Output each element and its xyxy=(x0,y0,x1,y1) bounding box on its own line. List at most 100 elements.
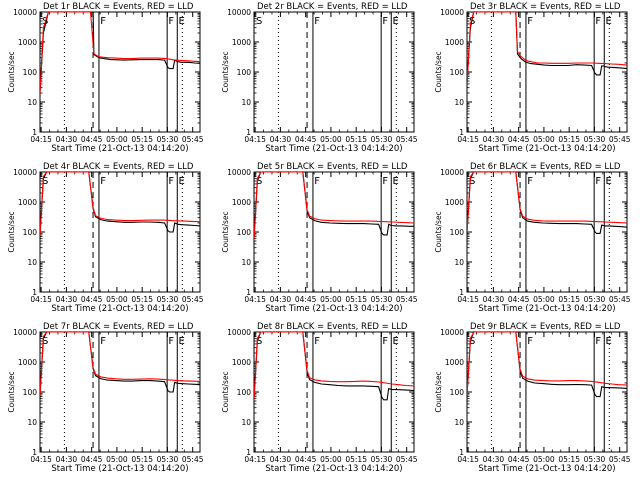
y-axis-label: Counts/sec xyxy=(434,371,443,412)
y-tick-label: 1000 xyxy=(445,198,464,207)
x-tick-label: 05:00 xyxy=(106,135,128,144)
x-tick-label: 04:45 xyxy=(81,135,103,144)
x-tick-label: 04:45 xyxy=(508,295,530,304)
x-tick-label: 04:45 xyxy=(508,455,530,464)
x-tick-label: 04:30 xyxy=(483,455,505,464)
series-lld-line xyxy=(40,12,200,94)
x-tick-label: 05:45 xyxy=(396,135,418,144)
x-tick-label: 05:00 xyxy=(533,295,555,304)
x-axis-label: Start Time (21-Oct-13 04:14:20) xyxy=(51,304,188,314)
panel-2: Det 2r BLACK = Events, RED = LLD 1 10 100 10… xyxy=(221,2,418,154)
event-marker-letter: S xyxy=(42,176,48,187)
x-tick-label: 04:30 xyxy=(56,295,78,304)
y-axis-label: Counts/sec xyxy=(434,211,443,252)
y-tick-label: 1000 xyxy=(18,358,37,367)
event-marker-letter: F xyxy=(595,16,601,27)
event-marker-letter: F xyxy=(382,336,388,347)
y-tick-label: 10000 xyxy=(440,168,464,177)
x-tick-label: 04:30 xyxy=(483,295,505,304)
y-tick-label: 1000 xyxy=(445,38,464,47)
panel-title: Det 1r BLACK = Events, RED = LLD xyxy=(43,2,194,12)
y-tick-label: 10 xyxy=(241,98,251,107)
y-tick-label: 100 xyxy=(23,68,38,77)
x-tick-label: 04:45 xyxy=(81,295,103,304)
x-tick-label: 05:30 xyxy=(371,135,393,144)
x-axis-label: Start Time (21-Oct-13 04:14:20) xyxy=(265,144,402,154)
panel-9: Det 9r BLACK = Events, RED = LLD 1 10 100 10… xyxy=(434,322,631,474)
panel-title: Det 5r BLACK = Events, RED = LLD xyxy=(257,162,408,172)
y-tick-label: 10 xyxy=(241,418,251,427)
x-tick-label: 05:15 xyxy=(131,295,153,304)
event-marker-letter: E xyxy=(605,336,611,347)
x-tick-label: 04:45 xyxy=(295,455,317,464)
y-axis-label: Counts/sec xyxy=(221,211,230,252)
x-tick-label: 05:15 xyxy=(558,135,580,144)
event-marker-letter: F xyxy=(100,336,106,347)
y-axis-label: Counts/sec xyxy=(7,211,16,252)
event-marker-letter: F xyxy=(100,16,106,27)
x-tick-label: 05:45 xyxy=(182,135,204,144)
series-events-line xyxy=(467,12,627,84)
event-marker-letter: F xyxy=(314,336,320,347)
y-tick-label: 1000 xyxy=(232,198,251,207)
y-tick-label: 10 xyxy=(241,258,251,267)
x-tick-label: 05:15 xyxy=(345,295,367,304)
panel-title: Det 4r BLACK = Events, RED = LLD xyxy=(43,162,194,172)
x-tick-label: 05:30 xyxy=(157,295,179,304)
panel-title: Det 2r BLACK = Events, RED = LLD xyxy=(257,2,408,12)
y-tick-label: 1 xyxy=(246,448,251,457)
x-tick-label: 05:15 xyxy=(558,455,580,464)
y-tick-label: 10 xyxy=(454,258,464,267)
series-group xyxy=(254,332,414,401)
x-axis-label: Start Time (21-Oct-13 04:14:20) xyxy=(478,464,615,474)
y-tick-label: 1 xyxy=(32,288,37,297)
x-tick-label: 04:30 xyxy=(483,135,505,144)
y-tick-label: 10000 xyxy=(227,328,251,337)
y-tick-label: 1 xyxy=(459,448,464,457)
event-marker-letter: F xyxy=(595,176,601,187)
y-tick-label: 100 xyxy=(237,228,252,237)
series-events-line xyxy=(40,332,200,395)
y-tick-label: 100 xyxy=(450,68,465,77)
event-marker-letter: S xyxy=(256,16,262,27)
x-tick-label: 05:45 xyxy=(182,295,204,304)
event-marker-letter: F xyxy=(100,176,106,187)
x-tick-label: 05:45 xyxy=(396,295,418,304)
series-group xyxy=(467,172,627,234)
x-axis-label: Start Time (21-Oct-13 04:14:20) xyxy=(265,304,402,314)
event-marker-letter: F xyxy=(314,176,320,187)
event-marker-letter: S xyxy=(256,176,262,187)
x-tick-label: 05:30 xyxy=(371,455,393,464)
event-marker-letter: S xyxy=(256,336,262,347)
event-marker-letter: F xyxy=(168,336,174,347)
series-lld-line xyxy=(40,172,200,235)
event-marker-letter: E xyxy=(392,176,398,187)
event-marker-letter: E xyxy=(178,16,184,27)
x-tick-label: 04:45 xyxy=(295,295,317,304)
y-tick-label: 100 xyxy=(450,228,465,237)
x-tick-label: 05:30 xyxy=(371,295,393,304)
y-tick-label: 10000 xyxy=(440,328,464,337)
x-tick-label: 04:45 xyxy=(295,135,317,144)
y-tick-label: 10000 xyxy=(227,168,251,177)
panel-title: Det 6r BLACK = Events, RED = LLD xyxy=(470,162,621,172)
panel-3: Det 3r BLACK = Events, RED = LLD 1 10 100 10… xyxy=(434,2,631,154)
series-lld-line xyxy=(467,332,627,395)
x-tick-label: 05:00 xyxy=(320,455,342,464)
y-tick-label: 10 xyxy=(27,98,37,107)
x-tick-label: 05:45 xyxy=(609,295,631,304)
series-events-line xyxy=(467,172,627,234)
x-tick-label: 04:15 xyxy=(244,135,266,144)
series-events-line xyxy=(40,12,200,94)
event-marker-letter: S xyxy=(469,176,475,187)
panel-title: Det 3r BLACK = Events, RED = LLD xyxy=(470,2,621,12)
y-axis-label: Counts/sec xyxy=(7,371,16,412)
x-axis-label: Start Time (21-Oct-13 04:14:20) xyxy=(51,144,188,154)
y-tick-label: 1000 xyxy=(18,198,37,207)
y-tick-label: 10000 xyxy=(440,8,464,17)
y-tick-label: 100 xyxy=(23,228,38,237)
event-marker-letter: F xyxy=(595,336,601,347)
x-tick-label: 05:45 xyxy=(609,135,631,144)
event-marker-letter: F xyxy=(168,16,174,27)
y-tick-label: 10000 xyxy=(13,168,37,177)
